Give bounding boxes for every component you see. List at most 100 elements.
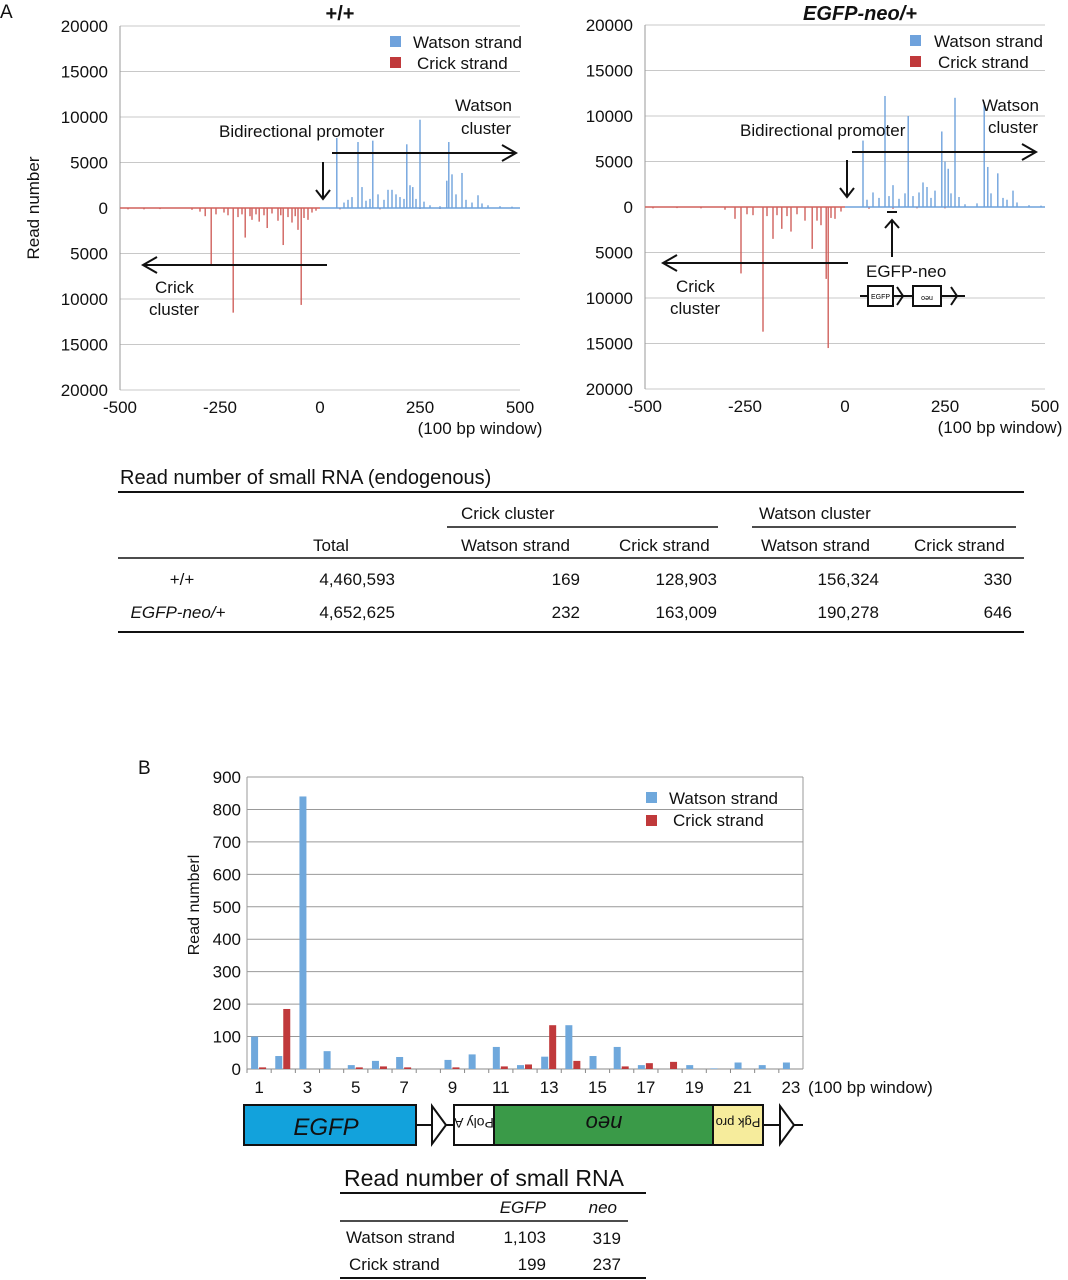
crick-bar: [307, 208, 309, 220]
crick-bar: [781, 207, 783, 229]
crick-bar: [210, 208, 212, 265]
watson-bar: [541, 1056, 549, 1069]
watson-bar: [406, 144, 408, 208]
watson-bar: [898, 198, 900, 207]
legend-crick: Crick strand: [938, 53, 1029, 72]
cell: 319: [593, 1229, 621, 1248]
watson-bar: [976, 203, 978, 207]
annotation-crick-cluster-2: cluster: [149, 300, 199, 319]
crick-bar: [766, 207, 768, 217]
gene-map: EGFP Poly A neo Pgk pro: [243, 1102, 803, 1148]
cell: 237: [593, 1255, 621, 1274]
annotation-watson-cluster-1: Watson: [455, 96, 512, 115]
table-row: EGFP-neo/+ 4,652,625 232 163,009 190,278…: [131, 603, 1012, 622]
watson-bar: [1002, 197, 1004, 207]
crick-bar: [825, 207, 827, 279]
y-tick-label: 15000: [61, 63, 108, 82]
crick-bar: [259, 1067, 267, 1069]
crick-bar: [215, 208, 217, 215]
neo-box: [493, 1104, 714, 1146]
y-tick-label: 20000: [61, 17, 108, 36]
cell: 1,103: [503, 1228, 546, 1247]
watson-bar: [361, 187, 363, 208]
crick-bar: [263, 208, 265, 216]
crick-bar: [790, 207, 792, 232]
x-tick-label: 15: [588, 1078, 607, 1097]
crick-bar: [776, 207, 778, 216]
insert-position-arrow: [884, 211, 900, 257]
insert-egfp-label: EGFP: [871, 294, 890, 301]
watson-bar: [446, 180, 448, 208]
x-axis-label: (100 bp window): [808, 1078, 933, 1097]
annotation-watson-cluster-1: Watson: [982, 96, 1039, 115]
watson-bar: [415, 198, 417, 208]
watson-bar: [444, 1059, 452, 1069]
crick-bar: [255, 208, 257, 215]
row-label: Watson strand: [346, 1228, 455, 1247]
cell: 330: [984, 570, 1012, 589]
annotation-watson-cluster-2: cluster: [988, 118, 1038, 137]
crick-bar: [282, 208, 284, 246]
cell: 190,278: [818, 603, 879, 622]
crick-bar: [199, 208, 201, 212]
watson-bar: [1016, 202, 1018, 207]
group-header-watson: Watson cluster: [759, 504, 871, 523]
crick-bar: [297, 208, 299, 230]
watson-bar: [918, 192, 920, 207]
x-tick-label: 500: [1031, 397, 1059, 416]
crick-bar: [291, 208, 293, 223]
watson-bar: [395, 194, 397, 208]
watson-bar: [323, 1051, 331, 1069]
chart-title: EGFP-neo/+: [803, 3, 917, 25]
y-tick-label: 500: [213, 898, 241, 917]
watson-bar: [941, 131, 943, 207]
watson-bar: [492, 1046, 500, 1069]
watson-bar: [990, 193, 992, 207]
y-tick-label: 0: [624, 198, 633, 217]
crick-bar: [525, 1064, 532, 1069]
crick-bar: [892, 207, 894, 209]
loxp-icon: [779, 1102, 796, 1148]
crick-bar: [752, 207, 754, 216]
crick-bar: [724, 207, 726, 210]
x-tick-label: 0: [840, 397, 849, 416]
table-transgene: Read number of small RNA EGFP neo Watson…: [340, 1165, 646, 1279]
crick-bar: [266, 208, 268, 229]
watson-bar: [922, 182, 924, 207]
chart-title: +/+: [326, 3, 355, 25]
crick-bar: [287, 208, 289, 218]
watson-bar: [299, 796, 307, 1069]
watson-bar: [396, 1056, 404, 1069]
crick-bar: [811, 207, 813, 249]
x-tick-label: 5: [351, 1078, 360, 1097]
cell: 4,652,625: [319, 603, 395, 622]
annotation-watson-cluster-2: cluster: [461, 119, 511, 138]
cell: 199: [518, 1255, 546, 1274]
legend-swatch-watson: [910, 35, 921, 46]
watson-bar: [365, 200, 367, 208]
table-title: Read number of small RNA (endogenous): [120, 467, 491, 489]
x-tick-label: 9: [448, 1078, 457, 1097]
watson-bar: [997, 173, 999, 207]
crick-bar: [191, 208, 193, 210]
watson-bar: [351, 197, 353, 208]
watson-bar: [782, 1062, 790, 1069]
watson-bar: [461, 172, 463, 208]
x-axis-label: (100 bp window): [418, 419, 543, 438]
x-tick-label: 21: [733, 1078, 752, 1097]
watson-bar: [888, 196, 890, 207]
watson-bar: [423, 201, 425, 208]
crick-bar: [786, 207, 788, 217]
watson-bar: [251, 1036, 259, 1069]
cell: 4,460,593: [319, 570, 395, 589]
y-axis-label: Read number: [24, 156, 43, 259]
egfp-box: [243, 1104, 417, 1146]
watson-bar: [987, 166, 989, 207]
polya-box: [453, 1104, 495, 1146]
x-axis-label: (100 bp window): [938, 418, 1063, 437]
y-tick-label: 5000: [595, 153, 633, 172]
watson-bar: [499, 206, 501, 208]
row-label: EGFP-neo/+: [131, 603, 226, 622]
watson-bar: [372, 140, 374, 208]
column-header: Crick strand: [914, 536, 1005, 555]
